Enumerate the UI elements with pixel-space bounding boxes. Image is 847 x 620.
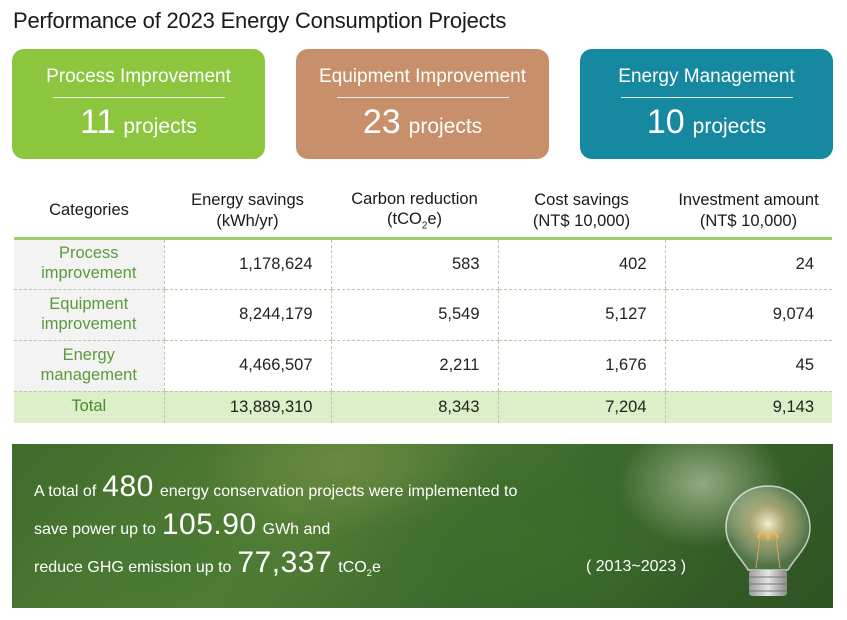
total-investment: 9,143 (664, 391, 832, 423)
row-category: Equipment improvement (14, 289, 164, 341)
card-divider (52, 97, 225, 98)
row-category: Energy management (14, 340, 164, 392)
card-unit: projects (408, 115, 483, 138)
card-divider (336, 97, 509, 98)
power-saved-number: 105.90 (161, 508, 257, 541)
banner-line-power: save power up to 105.90 GWh and (34, 508, 331, 541)
header-investment-amount: Investment amount (NT$ 10,000) (678, 191, 819, 230)
table-row: Energy management 4,466,507 2,211 1,676 4… (14, 340, 832, 392)
banner-line-ghg: reduce GHG emission up to 77,337 tCO2e (34, 546, 381, 580)
performance-table: Categories Energy savings (kWh/yr) Carbon… (14, 185, 832, 423)
total-projects-number: 480 (102, 470, 154, 503)
energy-management-card: Energy Management 10 projects (580, 49, 833, 159)
investment-cell: 24 (664, 238, 832, 290)
cost-savings-cell: 1,676 (497, 340, 665, 392)
total-energy-savings: 13,889,310 (163, 391, 331, 423)
lightbulb-icon (725, 485, 811, 596)
total-row: Total 13,889,310 8,343 7,204 9,143 (14, 391, 832, 423)
cost-savings-cell: 5,127 (497, 289, 665, 341)
total-cost-savings: 7,204 (497, 391, 665, 423)
ghg-reduction-number: 77,337 (237, 546, 333, 579)
table-row: Process improvement 1,178,624 583 402 24 (14, 238, 832, 290)
summary-banner: A total of 480 energy conservation proje… (12, 444, 833, 608)
energy-savings-cell: 1,178,624 (163, 238, 331, 290)
card-count: 11 (80, 103, 116, 141)
energy-savings-cell: 8,244,179 (163, 289, 331, 341)
page-title: Performance of 2023 Energy Consumption P… (13, 8, 507, 33)
card-title: Process Improvement (46, 66, 231, 87)
card-unit: projects (692, 115, 767, 138)
header-categories: Categories (49, 201, 129, 220)
total-label: Total (14, 391, 164, 423)
table-header-row: Categories Energy savings (kWh/yr) Carbon… (14, 185, 832, 238)
card-unit: projects (123, 115, 197, 138)
carbon-reduction-cell: 5,549 (330, 289, 498, 341)
banner-line-projects: A total of 480 energy conservation proje… (34, 470, 518, 503)
investment-cell: 9,074 (664, 289, 832, 341)
row-category: Process improvement (14, 238, 164, 290)
card-count: 23 (362, 103, 401, 141)
period-label: ( 2013~2023 ) (586, 558, 687, 575)
card-title: Equipment Improvement (319, 66, 526, 87)
card-count: 10 (646, 103, 685, 141)
header-carbon-reduction: Carbon reduction (tCO2e) (351, 189, 478, 232)
equipment-improvement-card: Equipment Improvement 23 projects (296, 49, 549, 159)
carbon-reduction-cell: 2,211 (330, 340, 498, 392)
header-cost-savings: Cost savings (NT$ 10,000) (532, 191, 631, 230)
process-improvement-card: Process Improvement 11 projects (12, 49, 265, 159)
header-energy-savings: Energy savings (kWh/yr) (191, 191, 304, 230)
carbon-reduction-cell: 583 (330, 238, 498, 290)
cost-savings-cell: 402 (497, 238, 665, 290)
investment-cell: 45 (664, 340, 832, 392)
card-divider (620, 97, 793, 98)
total-carbon-reduction: 8,343 (330, 391, 498, 423)
energy-savings-cell: 4,466,507 (163, 340, 331, 392)
card-title: Energy Management (618, 66, 795, 87)
table-row: Equipment improvement 8,244,179 5,549 5,1… (14, 289, 832, 341)
